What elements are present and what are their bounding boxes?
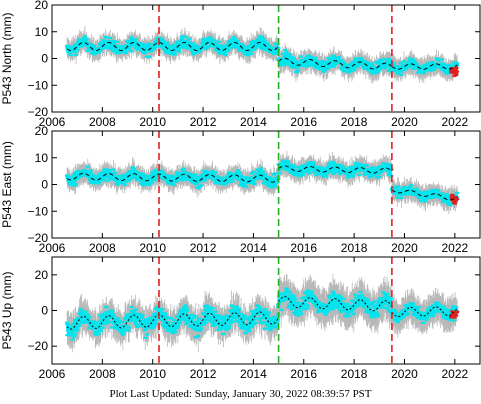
- panel-1: −20 −10 0 10 20 2006 2008 2010 2012 2014 2016 2018 2…: [0, 0, 481, 129]
- y-axis-label: P543 North (mm): [0, 12, 14, 104]
- data-points: [64, 159, 460, 206]
- y-tick-label: −20: [28, 231, 49, 245]
- x-tick-label: 2016: [290, 241, 317, 255]
- x-tick-label: 2010: [139, 115, 166, 129]
- y-axis-label: P543 East (mm): [0, 141, 14, 228]
- data-region: [64, 273, 460, 353]
- model-fit-line: [66, 165, 458, 201]
- y-tick-label: 0: [41, 52, 48, 66]
- y-tick-label: −10: [28, 204, 49, 218]
- x-tick-label: 2014: [240, 241, 267, 255]
- panel-2: −20 −10 0 10 20 2006 2008 2010 2012 2014 2016 2018 2…: [0, 124, 481, 255]
- x-tick-label: 2012: [190, 241, 217, 255]
- x-tick-label: 2016: [290, 115, 317, 129]
- y-tick-label: −20: [28, 105, 49, 119]
- y-tick-label: −20: [28, 339, 49, 353]
- x-tick-label: 2008: [89, 241, 116, 255]
- data-region: [64, 26, 460, 84]
- y-tick-label: −10: [28, 78, 49, 92]
- x-tick-label: 2012: [190, 367, 217, 381]
- x-tick-label: 2020: [391, 115, 418, 129]
- y-tick-label: 10: [35, 151, 49, 165]
- x-tick-label: 2018: [341, 115, 368, 129]
- x-tick-label: 2012: [190, 115, 217, 129]
- x-tick-label: 2022: [441, 367, 468, 381]
- x-tick-label: 2018: [341, 241, 368, 255]
- panel-3: −20 0 20 2006 2008 2010 2012 2014 2016 2018 2020 20…: [0, 256, 481, 381]
- x-tick-label: 2006: [39, 115, 66, 129]
- model-fit-line: [66, 42, 458, 70]
- y-tick-label: 20: [35, 0, 49, 12]
- y-tick-label: 20: [35, 124, 49, 138]
- plot-updated-footer: Plot Last Updated: Sunday, January 30, 2…: [109, 388, 372, 400]
- model-fit-line: [66, 296, 458, 330]
- y-tick-label: 0: [41, 304, 48, 318]
- recent-points: [449, 193, 460, 205]
- x-tick-label: 2020: [391, 367, 418, 381]
- x-tick-label: 2008: [89, 367, 116, 381]
- y-axis-label: P543 Up (mm): [0, 271, 14, 349]
- y-tick-label: 10: [35, 25, 49, 39]
- x-tick-label: 2020: [391, 241, 418, 255]
- x-tick-label: 2010: [139, 367, 166, 381]
- x-tick-label: 2006: [39, 367, 66, 381]
- x-tick-label: 2006: [39, 241, 66, 255]
- x-tick-label: 2010: [139, 241, 166, 255]
- y-tick-label: 20: [35, 268, 49, 282]
- x-tick-label: 2014: [240, 115, 267, 129]
- x-tick-label: 2018: [341, 367, 368, 381]
- x-tick-label: 2014: [240, 367, 267, 381]
- data-points: [64, 287, 460, 341]
- x-tick-label: 2016: [290, 367, 317, 381]
- x-tick-label: 2022: [441, 241, 468, 255]
- y-tick-label: 0: [41, 178, 48, 192]
- x-tick-label: 2022: [441, 115, 468, 129]
- data-region: [64, 151, 460, 214]
- x-tick-label: 2008: [89, 115, 116, 129]
